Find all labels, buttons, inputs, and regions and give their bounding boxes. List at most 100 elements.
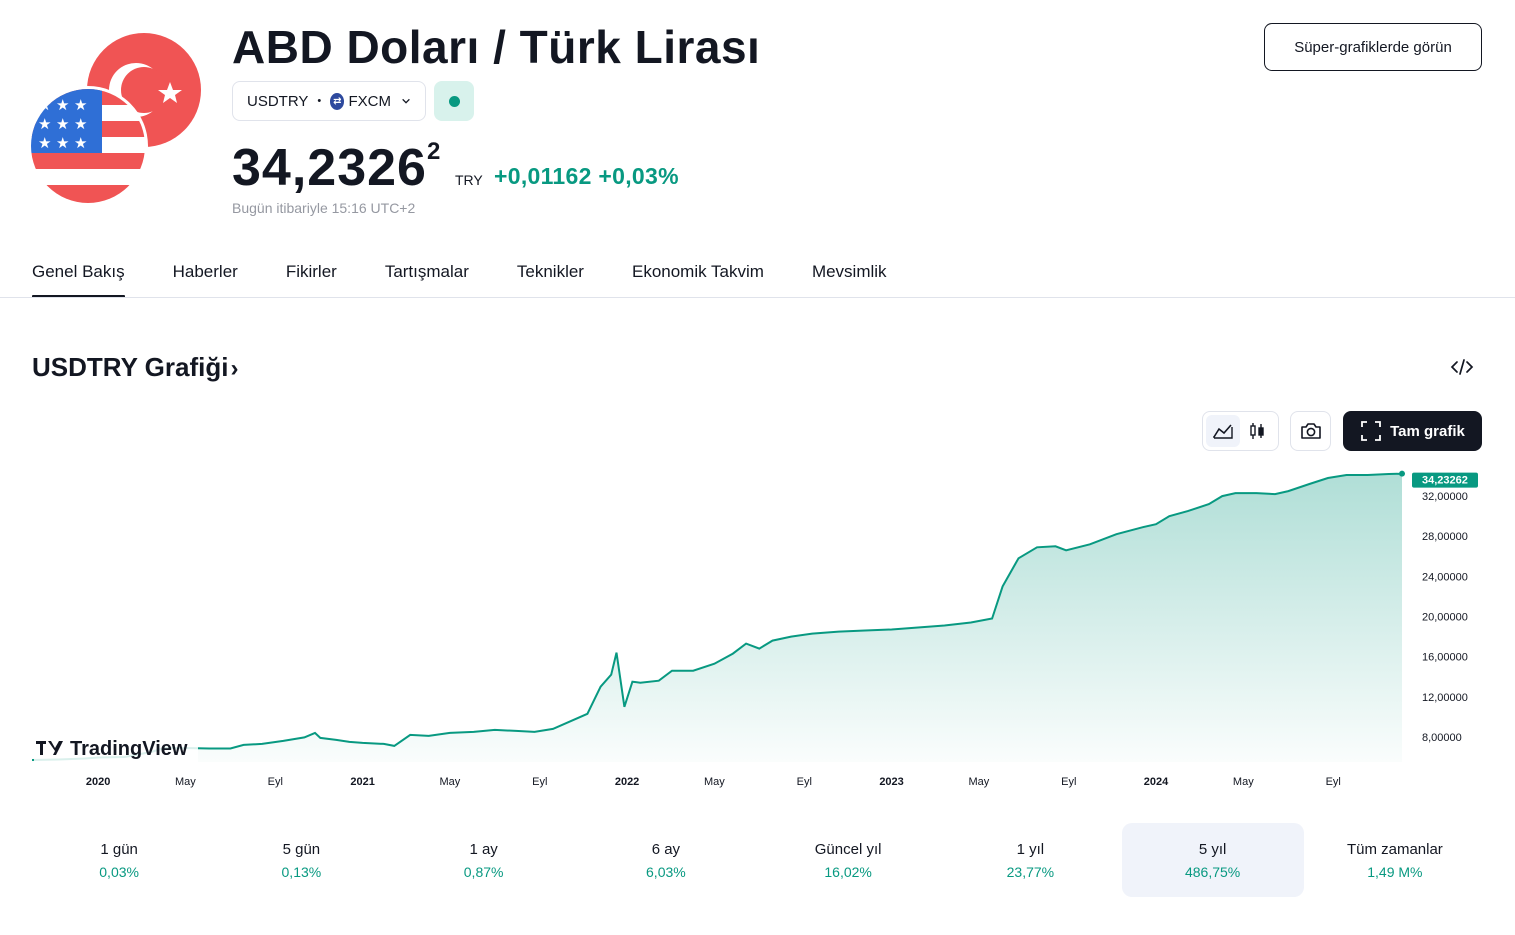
period-selector: 1 gün 0,03% 5 gün 0,13% 1 ay 0,87% 6 ay 6,03% Gü… [28,823,1486,897]
svg-text:★: ★ [56,115,69,133]
tab-5[interactable]: Ekonomik Takvim [631,262,764,281]
fxcm-logo-icon: ⇄ [330,92,345,110]
change-absolute: +0,01162 [494,163,592,189]
camera-icon [1300,423,1321,439]
period-button-5[interactable]: 1 yıl 23,77% [939,823,1121,897]
period-change: 6,03% [646,863,686,880]
y-tick-label: 16,00000 [1422,652,1468,664]
period-change: 486,75% [1184,863,1241,880]
price-line [32,472,1403,761]
tab-6[interactable]: Mevsimlik [811,262,887,281]
period-label: 5 yıl [1198,840,1227,858]
candles-icon[interactable] [1240,415,1274,447]
price-chart[interactable]: 2020 May Eyl 2021 May Eyl 2022 May Eyl 2023 May Eyl… [32,462,1482,792]
symbol-ticker: USDTRY [247,92,309,110]
super-charts-button[interactable]: Süper-grafiklerde görün [1264,23,1482,71]
price-chart-svg[interactable]: 2020 May Eyl 2021 May Eyl 2022 May Eyl 2023 May Eyl… [32,462,1482,792]
y-tick-label: 24,00000 [1422,571,1468,583]
tab-3[interactable]: Tartışmalar [384,262,469,281]
x-tick-label: May [1233,776,1254,788]
period-label: Tüm zamanlar [1346,840,1443,858]
svg-text:★: ★ [38,115,51,133]
price-change: +0,01162 +0,03% [494,163,679,190]
current-price: 34,23262 [232,137,442,197]
price-last-digit: 2 [426,137,442,165]
period-label: Güncel yıl [814,840,882,858]
svg-text:★: ★ [38,134,51,152]
x-tick-label: 2022 [615,776,639,788]
period-label: 5 gün [282,840,321,858]
period-button-0[interactable]: 1 gün 0,03% [28,823,210,897]
tab-0[interactable]: Genel Bakış [32,262,125,298]
price-timestamp: Bugün itibariyle 15:16 UTC+2 [232,200,416,216]
symbol-selector[interactable]: USDTRY • ⇄ FXCM [232,81,426,121]
x-tick-label: 2023 [879,776,903,788]
last-value-badge [1412,472,1478,488]
price-area-fill [32,473,1402,762]
period-change: 0,03% [99,863,139,880]
chart-style-toggle [1202,411,1279,451]
y-tick-label: 8,00000 [1422,732,1462,744]
tradingview-logo-icon [36,741,63,755]
separator-dot: • [317,95,322,107]
svg-text:★: ★ [74,134,87,152]
period-button-3[interactable]: 6 ay 6,03% [575,823,757,897]
market-open-dot [448,95,460,107]
x-tick-label: May [439,776,460,788]
period-button-1[interactable]: 5 gün 0,13% [210,823,392,897]
area-chart-icon[interactable] [1206,415,1240,447]
period-change: 23,77% [1006,863,1055,880]
tab-4[interactable]: Teknikler [516,262,584,281]
x-tick-label: Eyl [1326,776,1341,788]
period-button-2[interactable]: 1 ay 0,87% [393,823,575,897]
market-status-badge[interactable] [434,81,474,121]
period-button-7[interactable]: Tüm zamanlar 1,49 M% [1304,823,1486,897]
period-change: 0,87% [463,863,504,880]
period-change: 16,02% [824,863,872,880]
period-label: 1 yıl [1016,840,1045,858]
period-button-6[interactable]: 5 yıl 486,75% [1121,823,1304,897]
x-tick-label: 2021 [350,776,374,788]
x-tick-label: May [968,776,989,788]
y-tick-label: 20,00000 [1422,612,1468,624]
svg-text:★: ★ [74,115,87,133]
x-tick-label: May [175,776,196,788]
period-label: 1 gün [100,840,138,858]
y-tick-label: 12,00000 [1422,692,1468,704]
y-tick-label: 28,00000 [1422,531,1468,543]
x-tick-label: May [704,776,725,788]
chevron-right-icon: › [230,355,239,382]
price-currency: TRY [455,172,483,188]
last-price-point [1399,470,1405,477]
usa-flag-icon: ★★★ ★★★ ★★★ [28,86,148,206]
x-tick-label: Eyl [532,776,547,788]
full-chart-label: Tam grafik [1390,422,1465,440]
svg-text:★: ★ [56,134,69,152]
snapshot-button[interactable] [1290,411,1331,451]
period-label: 1 ay [469,840,498,858]
x-tick-label: Eyl [268,776,283,788]
svg-text:★: ★ [74,96,87,114]
period-label: 6 ay [651,840,681,858]
page-title: ABD Doları / Türk Lirası [232,21,761,73]
period-button-4[interactable]: Güncel yıl 16,02% [757,823,939,897]
symbol-flags: ★★★ ★★★ ★★★ [28,32,202,206]
embed-code-icon[interactable] [1448,354,1476,380]
x-tick-label: 2024 [1144,776,1169,788]
chevron-down-icon [402,98,410,104]
period-change: 1,49 M% [1367,863,1423,880]
y-tick-label: 32,00000 [1422,491,1468,503]
change-percent: +0,03% [598,163,679,189]
tab-1[interactable]: Haberler [172,262,238,281]
period-change: 0,13% [281,863,322,880]
tradingview-logo: TradingView [34,736,198,762]
full-chart-button[interactable]: Tam grafik [1343,411,1482,451]
x-tick-label: 2020 [86,776,110,788]
tradingview-watermark: TradingView [70,738,188,760]
chart-section-title[interactable]: USDTRY Grafiği› [32,352,239,382]
last-value-label: 34,23262 [1422,475,1468,487]
exchange-name: FXCM [348,92,391,110]
fullscreen-icon [1361,421,1382,441]
x-tick-label: Eyl [797,776,812,788]
tab-2[interactable]: Fikirler [285,262,337,281]
